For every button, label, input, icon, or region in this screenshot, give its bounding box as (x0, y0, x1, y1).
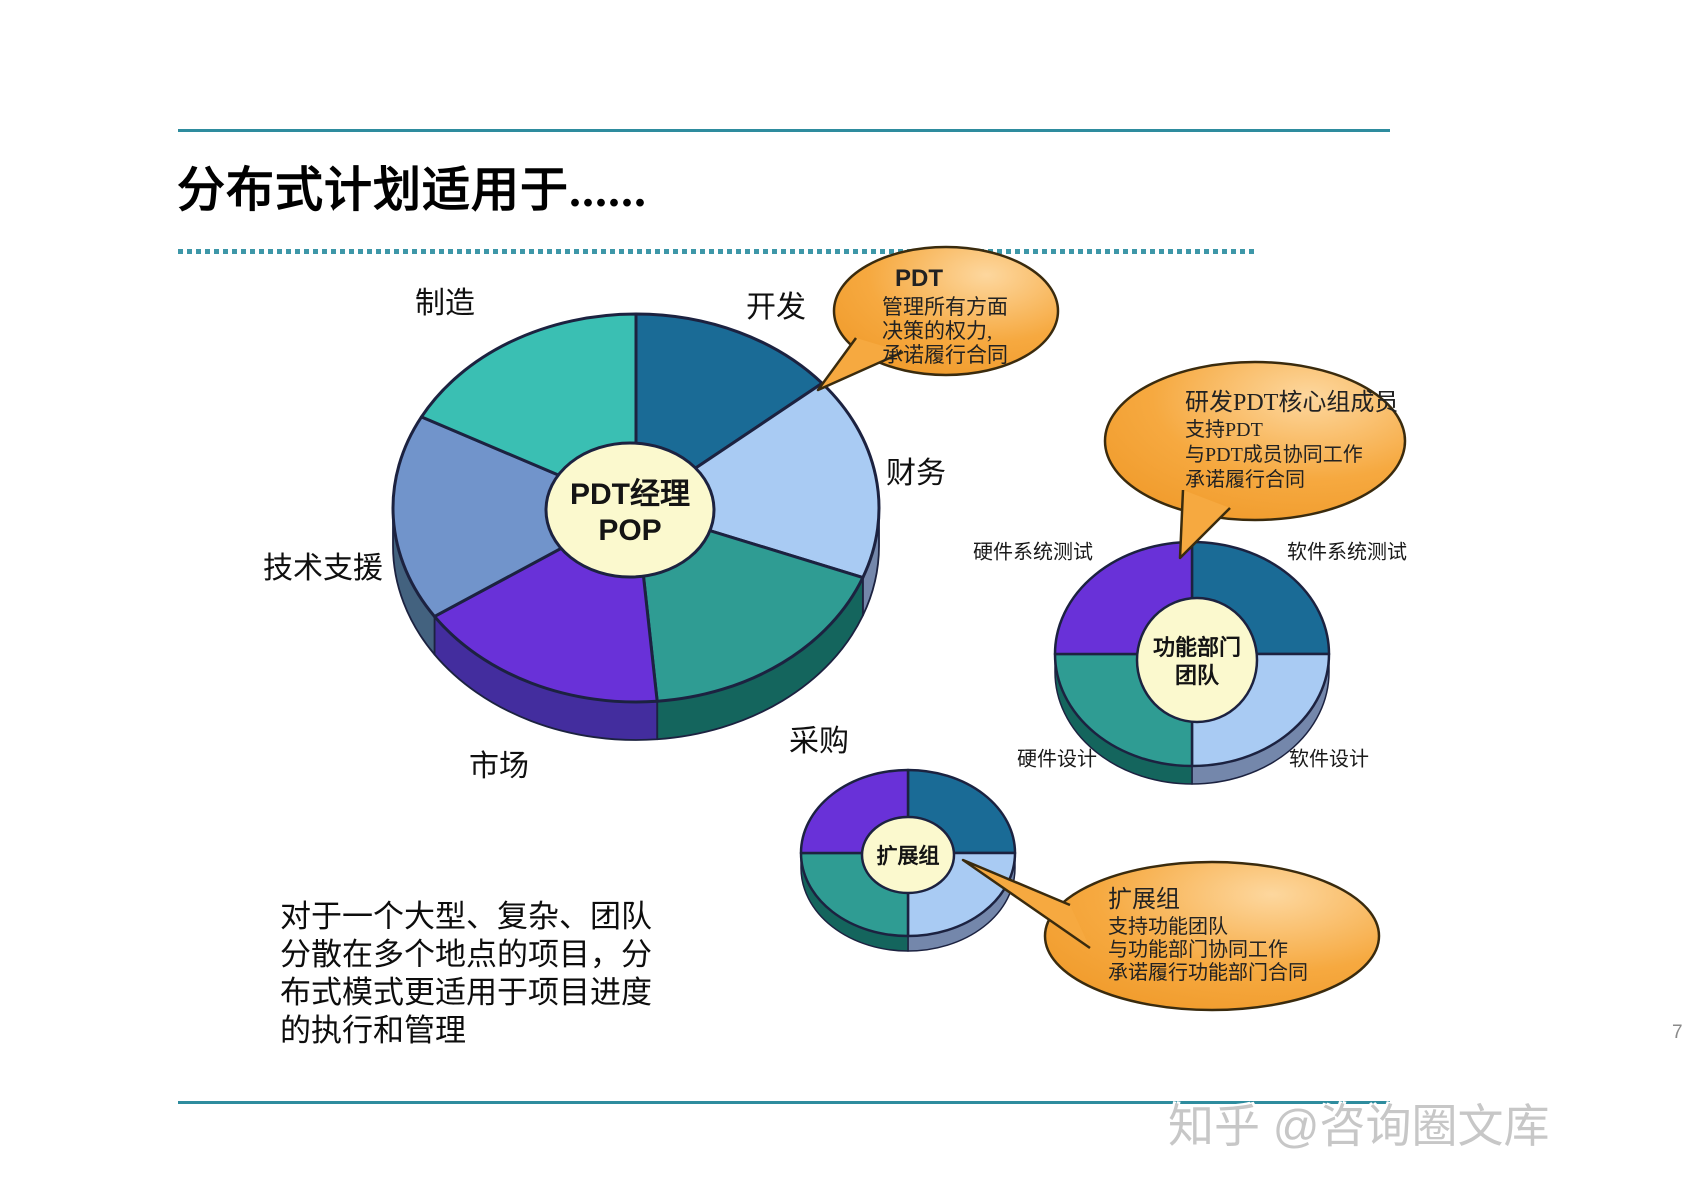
callout-core-team-line: 承诺履行合同 (1185, 469, 1305, 491)
callout-pdt-line: 管理所有方面 (882, 295, 1008, 319)
callout-extended-group-title: 扩展组 (1108, 887, 1180, 913)
pie2-center-line1: 功能部门 (1152, 635, 1242, 660)
page-title: 分布式计划适用于...... (177, 164, 648, 217)
summary-paragraph-line: 布式模式更适用于项目进度 (280, 975, 652, 1010)
pie1-center-line1: PDT经理 (570, 478, 690, 511)
callout-ellipse (1103, 360, 1407, 522)
pie2-label-hw-test: 硬件系统测试 (973, 541, 1093, 564)
pie1-label-development: 开发 (746, 291, 806, 324)
pie2-label-hw-design: 硬件设计 (1017, 748, 1097, 771)
pie1-label-manufacture: 制造 (415, 287, 475, 320)
callout-ellipse (1043, 860, 1381, 1012)
pie1-center-line2: POP (598, 514, 662, 547)
callout-core-team-title: 研发PDT核心组成员 (1185, 390, 1399, 416)
summary-paragraph-line: 的执行和管理 (280, 1013, 466, 1048)
summary-paragraph-line: 对于一个大型、复杂、团队 (280, 899, 652, 934)
pie2-center-line2: 团队 (1174, 663, 1220, 688)
pie3-center-line1: 扩展组 (876, 844, 940, 868)
callout-tail (1178, 489, 1231, 560)
pie2-label-sw-design: 软件设计 (1289, 748, 1369, 771)
callout-bubble-3 (961, 858, 1381, 1012)
pie-center-circle (860, 815, 956, 895)
callout-tail (961, 858, 1091, 950)
callout-pdt-text: PDT 管理所有方面 决策的权力, 承诺履行合同 (834, 265, 1034, 367)
callout-bubble-2 (1103, 360, 1407, 560)
callout-pdt-title: PDT (895, 265, 943, 292)
callout-extended-group-line: 承诺履行功能部门合同 (1108, 962, 1308, 984)
callout-core-team-line: 与PDT成员协同工作 (1185, 444, 1363, 466)
pie-1 (391, 312, 881, 741)
callout-extended-group-line: 与功能部门协同工作 (1108, 939, 1288, 961)
pie1-label-procurement: 采购 (789, 725, 849, 758)
pie-center-circle (544, 441, 716, 579)
watermark: 知乎 @咨询圈文库 (1168, 1100, 1550, 1152)
bottom-divider-line (178, 1101, 1390, 1104)
summary-paragraph-line: 分散在多个地点的项目，分 (280, 937, 652, 972)
callout-core-team-text: 研发PDT核心组成员 支持PDT 与PDT成员协同工作 承诺履行合同 (1185, 388, 1398, 493)
callout-extended-group-line: 支持功能团队 (1108, 916, 1228, 938)
pie-3 (799, 768, 1017, 952)
top-divider-line (178, 129, 1390, 132)
callout-pdt-line: 决策的权力, (882, 319, 993, 343)
callout-ellipse (832, 245, 1060, 377)
callout-core-team-line: 支持PDT (1185, 419, 1263, 441)
callout-extended-group-text: 扩展组 支持功能团队 与功能部门协同工作 承诺履行功能部门合同 (1108, 884, 1308, 985)
pie1-label-market: 市场 (469, 750, 529, 783)
pie-wedge (391, 415, 638, 618)
page-number: 7 (1672, 1022, 1683, 1043)
callout-tail (816, 337, 904, 392)
callout-bubble-1 (816, 245, 1060, 392)
summary-paragraph: 对于一个大型、复杂、团队 分散在多个地点的项目，分 布式模式更适用于项目进度 的… (280, 898, 652, 1050)
callout-pdt-line: 承诺履行合同 (882, 343, 1008, 367)
pie1-label-finance: 财务 (886, 457, 946, 490)
pie-wedge (634, 381, 881, 580)
pie2-label-sw-test: 软件系统测试 (1287, 541, 1407, 564)
pie-center-circle (1135, 596, 1259, 724)
pie1-label-tech-support: 技术支援 (263, 552, 383, 585)
dotted-divider-line (178, 249, 1256, 254)
pie-2 (1053, 540, 1331, 785)
